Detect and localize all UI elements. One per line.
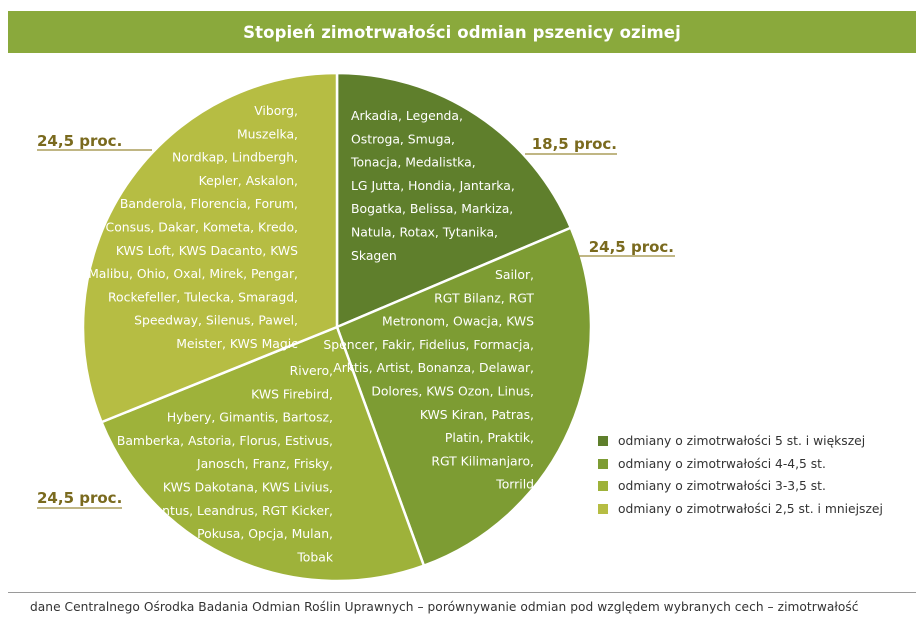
slice-varieties-slice_5: Arkadia, Legenda, Ostroga, Smuga, Tonacja,… xyxy=(350,108,515,263)
source-note: dane Centralnego Ośrodka Badania Odmian … xyxy=(30,600,859,614)
variety-line: Malibu, Ohio, Oxal, Mirek, Pengar, xyxy=(88,266,298,281)
variety-line: Skagen xyxy=(351,248,397,263)
legend-swatch xyxy=(598,481,608,492)
percent-label-slice_3: 24,5 proc. xyxy=(37,489,122,507)
variety-line: Ostroga, Smuga, xyxy=(351,131,455,146)
legend-swatch xyxy=(598,458,608,469)
legend-swatch xyxy=(598,436,608,447)
variety-line: Sailor, xyxy=(495,267,534,282)
variety-line: Torrild xyxy=(495,477,534,492)
legend-item: odmiany o zimotrwałości 4-4,5 st. xyxy=(598,453,883,476)
pie-slice-slice_4 xyxy=(335,226,593,568)
variety-line: Dolores, KWS Ozon, Linus, xyxy=(371,384,534,399)
slice-varieties-slice_3: Rivero, KWS Firebird, Hybery, Gimantis, Ba… xyxy=(117,363,334,564)
variety-line: Kepler, Askalon, xyxy=(199,173,298,188)
variety-line: Metronom, Owacja, KWS xyxy=(382,314,534,329)
variety-line: Hybery, Gimantis, Bartosz, xyxy=(167,410,333,425)
pie-chart: Arkadia, Legenda, Ostroga, Smuga, Tonacja,… xyxy=(37,71,675,583)
slice-varieties-slice_4: Sailor, RGT Bilanz, RGT Metronom, Owacja, … xyxy=(323,267,534,492)
divider xyxy=(8,592,916,593)
pie-slice-slice_5 xyxy=(335,71,573,329)
legend-swatch xyxy=(598,503,608,514)
legend-label: odmiany o zimotrwałości 3-3,5 st. xyxy=(618,479,826,494)
variety-line: Pokusa, Opcja, Mulan, xyxy=(197,526,333,541)
variety-line: Janosch, Franz, Frisky, xyxy=(196,456,333,471)
variety-line: Consus, Dakar, Kometa, Kredo, xyxy=(106,220,298,235)
variety-line: Banderola, Florencia, Forum, xyxy=(120,196,298,211)
variety-line: Tobak xyxy=(296,549,334,564)
variety-line: KWS Dakotana, KWS Livius, xyxy=(163,480,333,495)
variety-line: Rockefeller, Tulecka, Smaragd, xyxy=(108,289,298,304)
percent-label-slice_5: 18,5 proc. xyxy=(532,135,617,153)
slice-varieties-slice_2: Viborg, Muszelka, Nordkap, Lindbergh, Keple… xyxy=(88,103,298,351)
variety-line: Nordkap, Lindbergh, xyxy=(172,150,298,165)
variety-line: Arktis, Artist, Bonanza, Delawar, xyxy=(333,360,534,375)
variety-line: Speedway, Silenus, Pawel, xyxy=(134,313,298,328)
legend: odmiany o zimotrwałości 5 st. i większej… xyxy=(598,430,883,520)
variety-line: RGT Kilimanjaro, xyxy=(431,453,534,468)
variety-line: Lavantus, Leandrus, RGT Kicker, xyxy=(133,503,333,518)
variety-line: Meister, KWS Magic xyxy=(176,336,298,351)
legend-item: odmiany o zimotrwałości 2,5 st. i mniejs… xyxy=(598,498,883,521)
legend-label: odmiany o zimotrwałości 5 st. i większej xyxy=(618,434,866,449)
variety-line: Bamberka, Astoria, Florus, Estivus, xyxy=(117,433,333,448)
variety-line: Viborg, xyxy=(254,103,298,118)
variety-line: Platin, Praktik, xyxy=(445,430,534,445)
variety-line: Rivero, xyxy=(290,363,333,378)
percent-label-slice_4: 24,5 proc. xyxy=(589,238,674,256)
legend-item: odmiany o zimotrwałości 3-3,5 st. xyxy=(598,475,883,498)
legend-label: odmiany o zimotrwałości 2,5 st. i mniejs… xyxy=(618,501,883,516)
chart-title: Stopień zimotrwałości odmian pszenicy oz… xyxy=(8,11,916,53)
legend-label: odmiany o zimotrwałości 4-4,5 st. xyxy=(618,456,826,471)
variety-line: Tonacja, Medalistka, xyxy=(350,155,476,170)
variety-line: RGT Bilanz, RGT xyxy=(434,290,534,305)
variety-line: KWS Loft, KWS Dacanto, KWS xyxy=(116,243,298,258)
variety-line: Muszelka, xyxy=(237,126,298,141)
percent-label-slice_2: 24,5 proc. xyxy=(37,132,122,150)
pie-slice-slice_2 xyxy=(81,71,339,424)
variety-line: Bogatka, Belissa, Markiza, xyxy=(351,201,513,216)
variety-line: Arkadia, Legenda, xyxy=(351,108,463,123)
variety-line: KWS Firebird, xyxy=(251,386,333,401)
variety-line: KWS Kiran, Patras, xyxy=(420,407,534,422)
variety-line: LG Jutta, Hondia, Jantarka, xyxy=(351,178,515,193)
variety-line: Spencer, Fakir, Fidelius, Formacja, xyxy=(323,337,534,352)
variety-line: Natula, Rotax, Tytanika, xyxy=(351,225,498,240)
legend-item: odmiany o zimotrwałości 5 st. i większej xyxy=(598,430,883,453)
